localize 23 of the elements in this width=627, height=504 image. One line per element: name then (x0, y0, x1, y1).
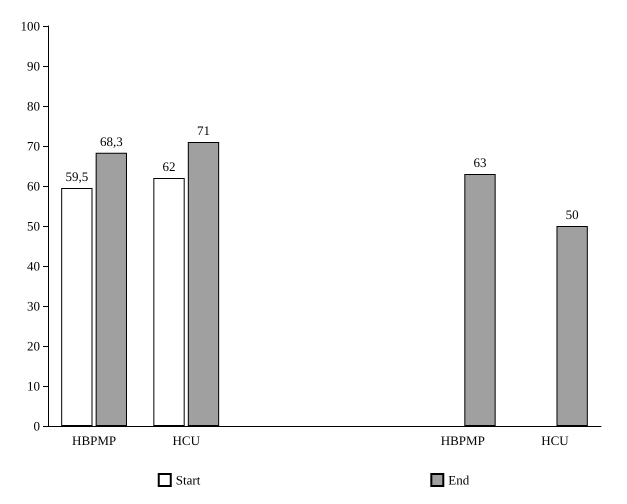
data-label: 62 (162, 159, 176, 174)
y-tick-label: 10 (27, 378, 40, 394)
y-tick-label: 80 (27, 98, 40, 114)
x-tick-label: HBPMP (72, 433, 116, 448)
data-label: 63 (473, 155, 486, 170)
y-tick-label: 90 (27, 58, 40, 74)
y-tick-label: 60 (27, 178, 40, 194)
y-tick-label: 0 (34, 418, 40, 434)
y-tick-label: 100 (20, 18, 40, 34)
y-tick-label: 20 (27, 338, 40, 354)
x-tick-label: HCU (541, 433, 570, 448)
y-tick-label: 70 (27, 138, 40, 154)
data-label: 59,5 (65, 169, 88, 184)
y-tick-label: 50 (27, 218, 40, 234)
x-tick-label: HCU (172, 433, 201, 448)
data-label: 50 (566, 207, 579, 222)
legend-label: Start (176, 472, 201, 488)
legend-label: End (448, 472, 470, 488)
y-tick-label: 30 (27, 298, 40, 314)
x-tick-label: HBPMP (440, 433, 485, 448)
y-tick-label: 40 (27, 258, 40, 274)
data-label: 71 (196, 123, 210, 138)
data-label: 68,3 (100, 134, 123, 149)
